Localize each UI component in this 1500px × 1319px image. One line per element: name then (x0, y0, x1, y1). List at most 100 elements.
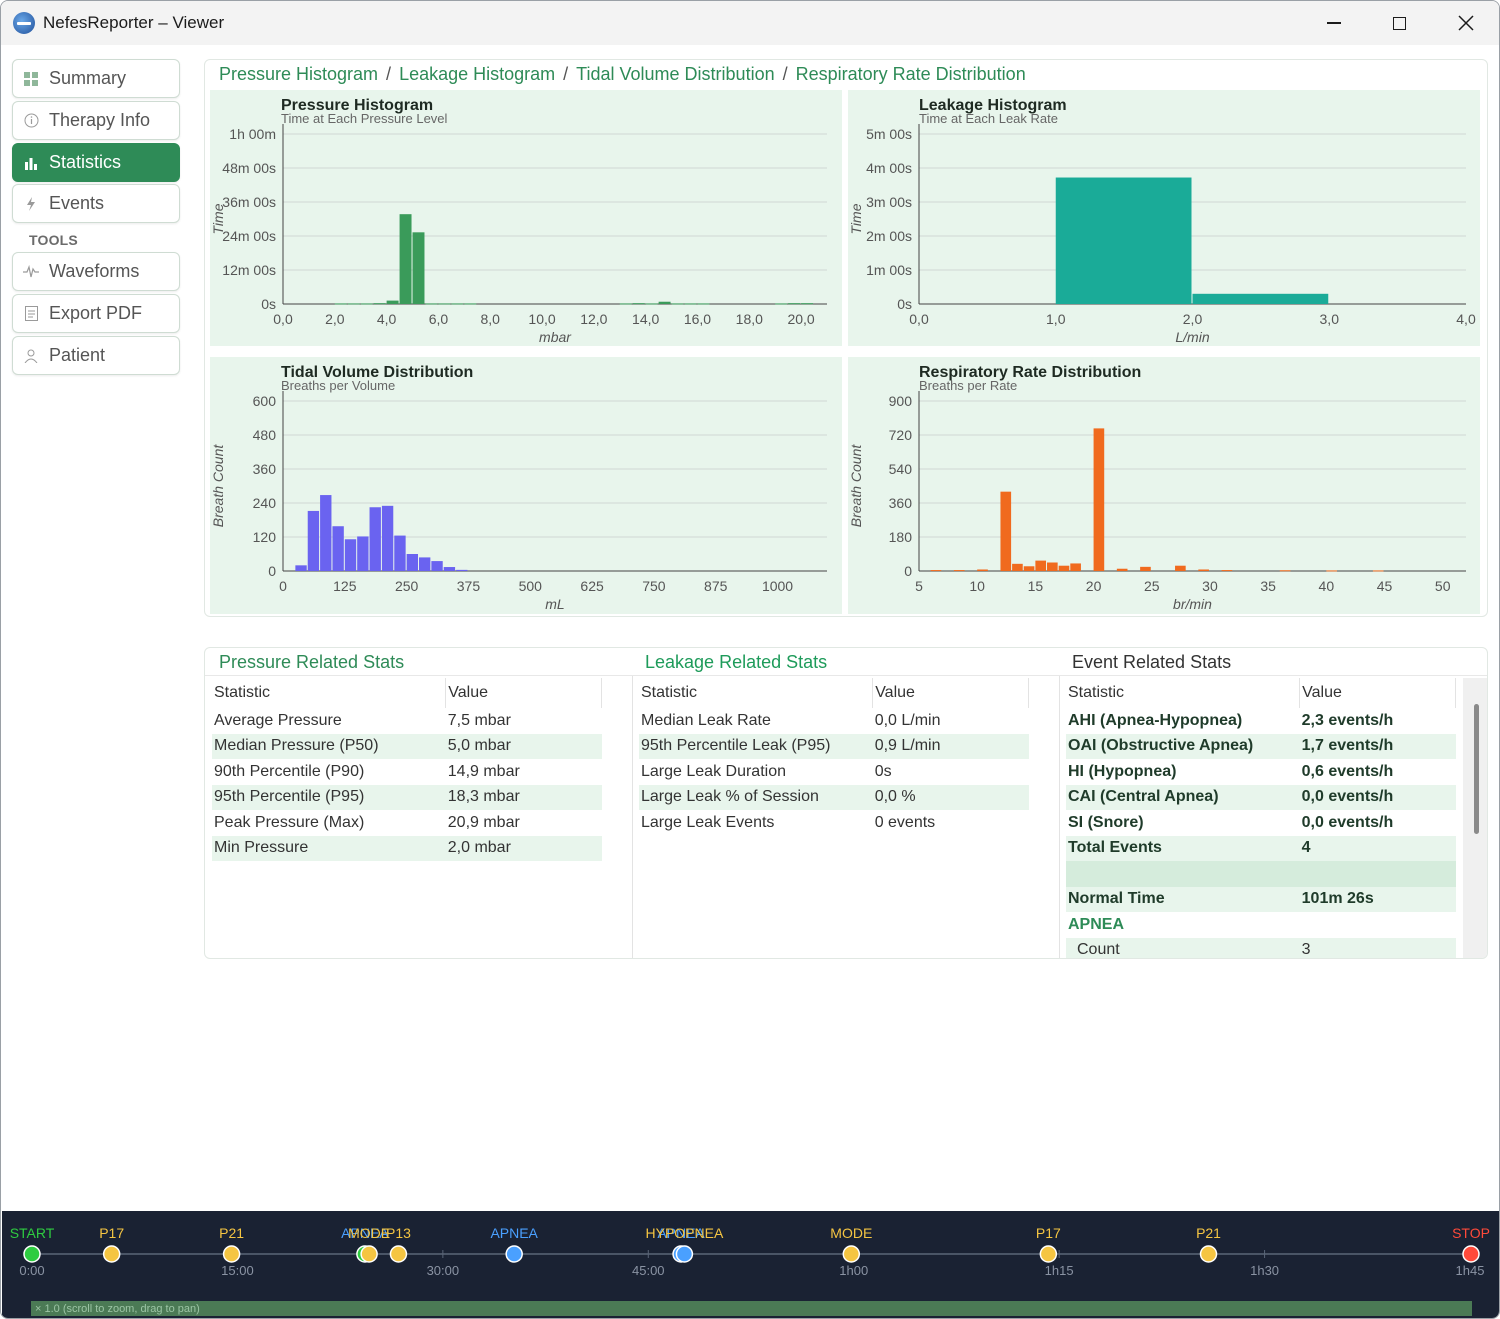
column-header[interactable]: Value (445, 678, 602, 708)
y-tick-label: 540 (889, 461, 913, 477)
x-tick-label: 2,0 (1183, 311, 1203, 327)
histogram-bar (645, 303, 658, 305)
timeline-time-label: 0:00 (19, 1263, 44, 1278)
chart-title: Leakage Histogram (919, 97, 1067, 114)
timeline-event-marker[interactable] (23, 1245, 41, 1263)
close-button[interactable] (1443, 7, 1489, 39)
nav-therapy-info[interactable]: Therapy Info (12, 101, 180, 140)
timeline-event-marker[interactable] (675, 1245, 694, 1263)
x-tick-label: 25 (1144, 578, 1160, 594)
nav-patient-label: Patient (49, 345, 106, 365)
table-row: Count 3 (1066, 937, 1456, 958)
timeline-event-marker[interactable] (842, 1245, 861, 1263)
histogram-bar (1326, 570, 1337, 572)
x-axis-label: L/min (1175, 329, 1209, 345)
timeline-event-marker[interactable] (505, 1245, 523, 1263)
x-tick-label: 20,0 (787, 311, 814, 327)
column-header[interactable]: Statistic (212, 678, 447, 708)
zoom-hint: × 1.0 (scroll to zoom, drag to pan) (35, 1303, 200, 1315)
y-axis-label: Time (210, 203, 226, 234)
timeline-event-label: HYPOPNEA (646, 1225, 724, 1241)
timeline-zoom-bar[interactable]: × 1.0 (scroll to zoom, drag to pan) (31, 1301, 1472, 1316)
crumb-pressure-histogram[interactable]: Pressure Histogram (219, 64, 379, 84)
histogram-bar (697, 303, 710, 305)
x-axis-label: br/min (1173, 596, 1212, 612)
y-tick-label: 360 (889, 495, 913, 511)
crumb-leakage-histogram[interactable]: Leakage Histogram (399, 64, 556, 84)
column-header[interactable]: Value (872, 678, 1029, 708)
nav-patient[interactable]: Patient (12, 336, 180, 375)
stat-value: 7,5 mbar (447, 711, 511, 729)
crumb-tidal-volume[interactable]: Tidal Volume Distribution (576, 64, 775, 84)
x-tick-label: 2,0 (325, 311, 345, 327)
x-tick-label: 10,0 (528, 311, 555, 327)
stat-name: Peak Pressure (Max) (214, 813, 365, 831)
timeline-event-marker[interactable] (102, 1245, 121, 1263)
timeline-event-label: P17 (99, 1225, 124, 1241)
app-logo-icon (13, 12, 35, 34)
histogram-bar (1198, 569, 1209, 571)
timeline-event-marker[interactable] (1199, 1245, 1218, 1263)
column-header[interactable]: Value (1299, 678, 1456, 708)
nav-summary[interactable]: Summary (12, 59, 180, 98)
stat-name: Large Leak Duration (641, 762, 786, 780)
column-header[interactable]: Statistic (1066, 678, 1301, 708)
pressure-stats-table: Statistic Value Average Pressure 7,5 mbar Me… (212, 678, 602, 861)
chart-subtitle: Time at Each Pressure Level (281, 111, 448, 126)
stat-name: Total Events (1066, 835, 1300, 861)
histogram-bar (775, 303, 788, 305)
y-tick-label: 12m 00s (222, 262, 276, 278)
x-tick-label: 0 (279, 578, 287, 594)
histogram-bar (443, 567, 456, 571)
nav-export-pdf[interactable]: Export PDF (12, 294, 180, 333)
stat-name: Large Leak % of Session (639, 784, 873, 810)
table-row: Large Leak Events 0 events (639, 810, 1029, 836)
minimize-icon (1327, 22, 1341, 24)
y-tick-label: 48m 00s (222, 160, 276, 176)
nav-summary-label: Summary (49, 68, 127, 88)
timeline-track[interactable]: 0:00 15:00 30:00 45:00 1h00 1h15 1h30 1h45 START… (2, 1211, 1500, 1319)
nav-statistics[interactable]: Statistics (12, 143, 180, 182)
x-tick-label: 0,0 (273, 311, 293, 327)
histogram-bar (369, 507, 381, 571)
timeline-event-marker[interactable] (389, 1245, 408, 1263)
maximize-button[interactable] (1376, 7, 1422, 39)
stats-divider (205, 675, 1487, 676)
stat-name: 90th Percentile (P90) (214, 762, 365, 780)
nav-events[interactable]: Events (12, 184, 180, 223)
chart-subtitle: Breaths per Rate (919, 378, 1017, 393)
stat-value: 20,9 mbar (447, 813, 520, 831)
x-tick-label: 4,0 (377, 311, 397, 327)
timeline-event-label: APNEA (341, 1225, 389, 1241)
timeline-event-label: APNEA (490, 1225, 538, 1241)
x-axis-label: mL (545, 596, 564, 612)
histogram-bar (658, 301, 671, 304)
timeline-event-marker[interactable] (222, 1245, 241, 1263)
timeline-event-marker[interactable] (1462, 1245, 1480, 1263)
nav-waveforms[interactable]: Waveforms (12, 252, 180, 291)
x-tick-label: 35 (1260, 578, 1276, 594)
event-stats-scrollbar[interactable] (1474, 704, 1479, 834)
histogram-bar (1055, 177, 1192, 304)
x-tick-label: 18,0 (736, 311, 763, 327)
crumb-respiratory-rate[interactable]: Respiratory Rate Distribution (795, 64, 1026, 84)
histogram-bar (1192, 293, 1329, 304)
timeline-event-label: P13 (386, 1225, 411, 1241)
table-row: Average Pressure 7,5 mbar (212, 708, 602, 734)
crumb-separator: / (386, 64, 392, 84)
histogram-bar (332, 526, 344, 571)
histogram-bar (1372, 570, 1384, 572)
stat-name: AHI (Apnea-Hypopnea) (1068, 711, 1243, 729)
timeline-event-marker[interactable] (360, 1245, 378, 1263)
histogram-bar (1047, 562, 1058, 571)
table-row: Normal Time 101m 26s (1066, 886, 1456, 912)
x-tick-label: 1000 (762, 578, 793, 594)
histogram-bar (347, 303, 360, 305)
event-stats-title: Event Related Stats (1072, 652, 1232, 672)
timeline-event-marker[interactable] (1039, 1245, 1058, 1263)
minimize-button[interactable] (1311, 7, 1357, 39)
session-timeline[interactable]: 0:00 15:00 30:00 45:00 1h00 1h15 1h30 1h45 START… (2, 1211, 1500, 1319)
column-header[interactable]: Statistic (639, 678, 874, 708)
